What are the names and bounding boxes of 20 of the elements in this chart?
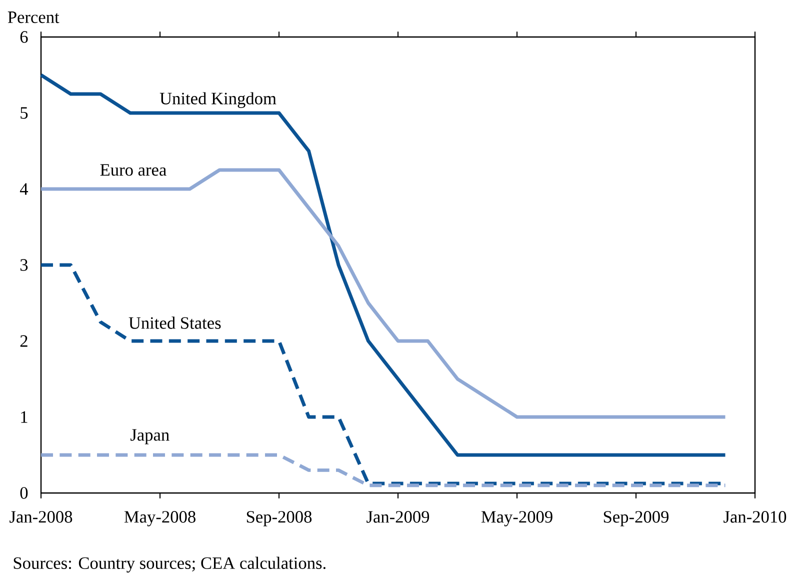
y-tick-label: 6 (20, 31, 28, 43)
x-tick-label: Jan-2010 (724, 511, 786, 523)
series-label: United Kingdom (160, 92, 276, 108)
source-note: Sources: Country sources; CEA calculations. (14, 556, 326, 573)
series-label: Euro area (100, 164, 166, 176)
x-tick-label: Jan-2008 (10, 511, 72, 523)
y-tick-label: 5 (20, 107, 28, 119)
y-tick-label: 1 (21, 411, 28, 423)
y-tick-label: 0 (20, 487, 28, 499)
series-label: Japan (130, 429, 170, 444)
x-tick-label: Jan-2009 (366, 511, 430, 523)
x-tick-label: Sep-2008 (246, 511, 312, 526)
series-label: United States (128, 316, 221, 329)
x-tick-label: May-2008 (124, 511, 196, 526)
y-axis-title: Percent (8, 12, 60, 24)
y-tick-label: 4 (20, 183, 28, 195)
y-tick-label: 2 (20, 335, 28, 347)
y-tick-label: 3 (20, 259, 28, 271)
x-tick-label: Sep-2009 (604, 511, 668, 526)
x-tick-label: May-2009 (481, 511, 552, 526)
